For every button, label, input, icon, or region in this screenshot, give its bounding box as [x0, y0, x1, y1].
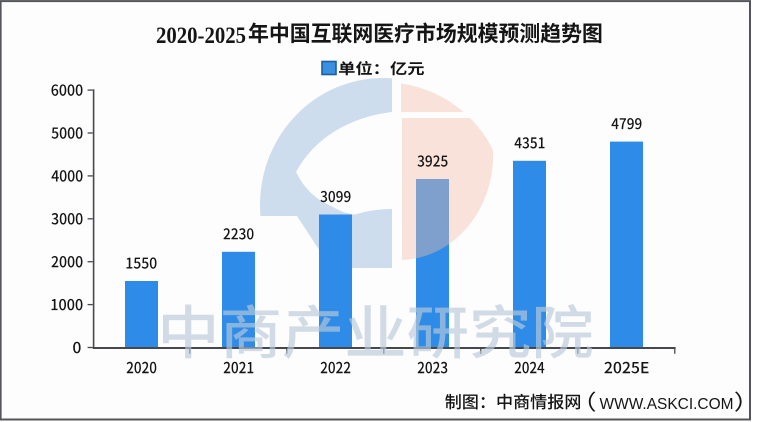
svg-text:WWW.ASKCI.COM: WWW.ASKCI.COM — [600, 396, 734, 413]
svg-text:2020-2025: 2020-2025 — [156, 23, 246, 49]
